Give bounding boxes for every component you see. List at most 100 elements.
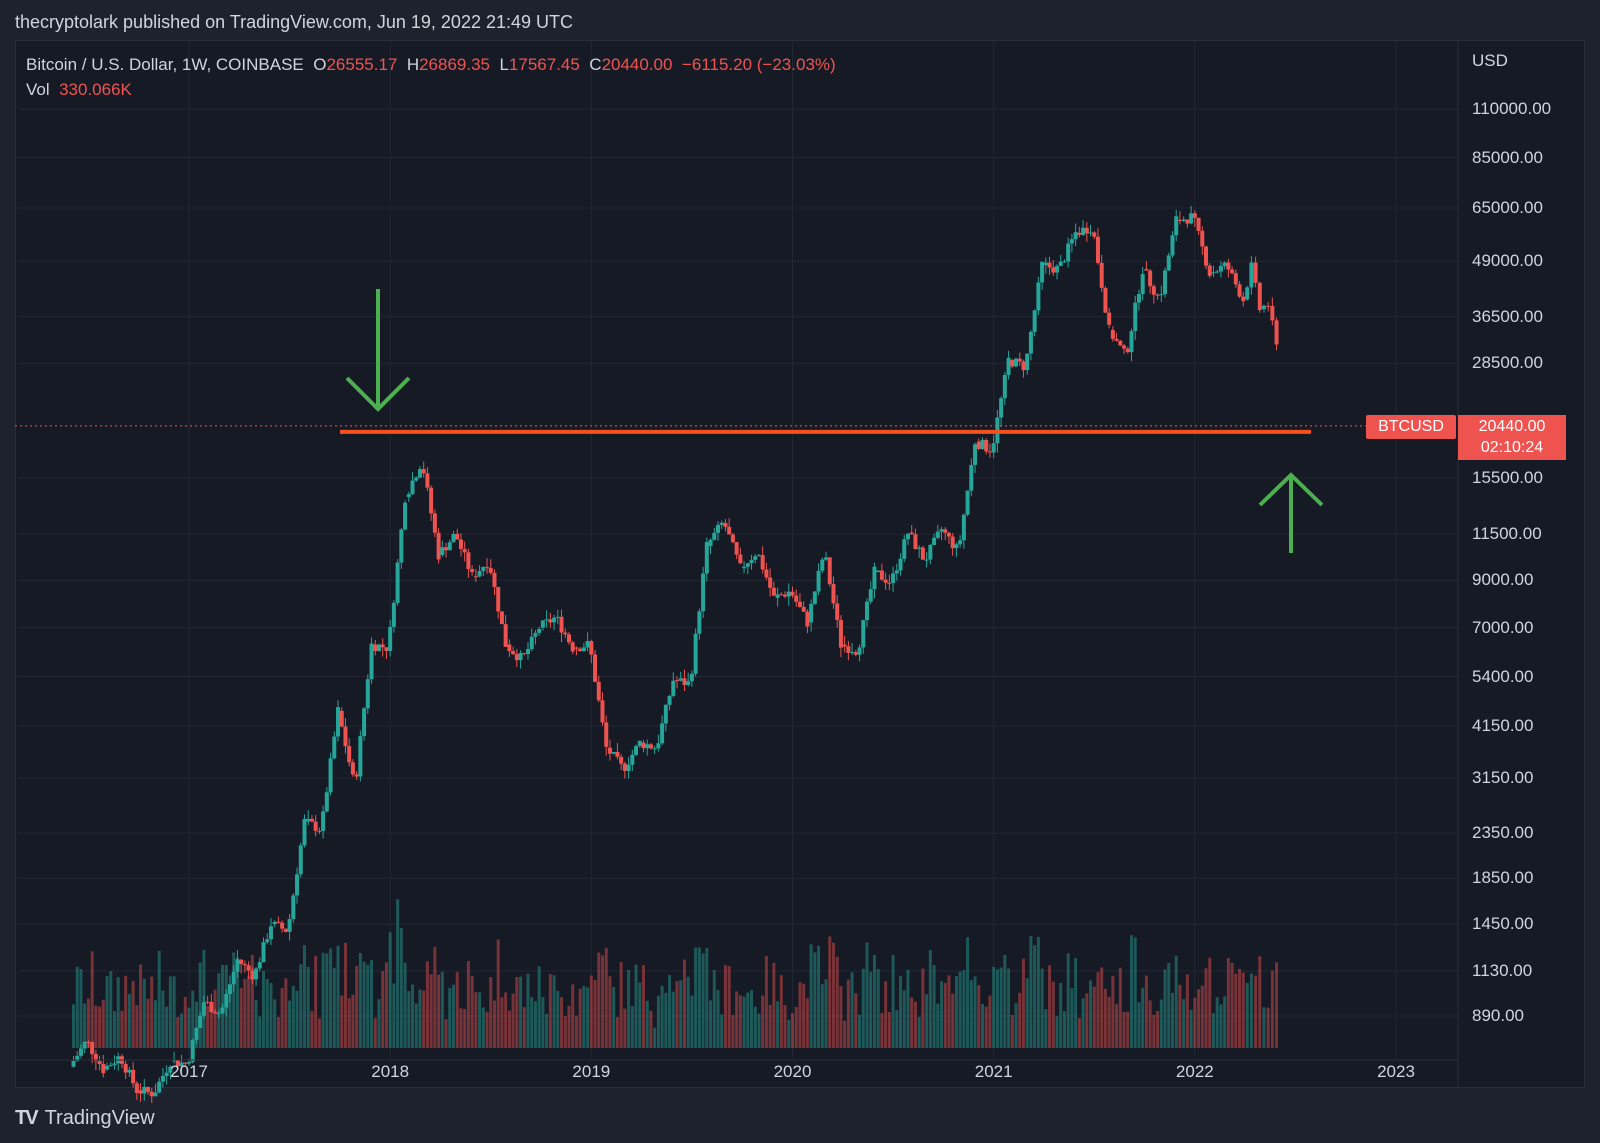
- volume-bar: [1107, 996, 1111, 1048]
- chart-panel[interactable]: [15, 40, 1585, 1088]
- candle-body: [1148, 270, 1153, 287]
- candle-body: [343, 726, 348, 747]
- candle-body: [138, 1090, 143, 1094]
- volume-bar: [280, 987, 284, 1048]
- volume-value: 330.066K: [59, 80, 132, 99]
- volume-bar: [735, 991, 739, 1048]
- volume-bar: [940, 981, 944, 1048]
- volume-bar: [988, 995, 992, 1048]
- volume-bar: [533, 1001, 537, 1048]
- candle-body: [160, 1076, 165, 1082]
- time-axis: 2017 2018 2019 2020 2021 2022 2023: [170, 1062, 1415, 1081]
- volume-bar: [1033, 945, 1037, 1048]
- candle-body: [1196, 217, 1201, 231]
- candle-body: [1159, 294, 1164, 296]
- volume-bar: [656, 995, 660, 1048]
- candle-body: [838, 619, 843, 648]
- volume-bar: [120, 1010, 124, 1048]
- candle-body: [634, 745, 639, 755]
- volume-bar: [664, 992, 668, 1048]
- volume-bar: [712, 969, 716, 1048]
- candle-body: [958, 540, 963, 545]
- candle-body: [1010, 360, 1015, 367]
- volume-bar: [619, 962, 623, 1048]
- candle-body: [850, 652, 855, 654]
- candle-body: [607, 747, 612, 754]
- candle-body: [86, 1041, 91, 1043]
- volume-bar: [1185, 974, 1189, 1048]
- candle-body: [257, 962, 262, 969]
- volume-bar: [1096, 972, 1100, 1048]
- volume-bar: [183, 996, 187, 1048]
- candle-body: [824, 557, 829, 560]
- volume-bar: [694, 947, 698, 1048]
- volume-bar: [1059, 982, 1063, 1048]
- candle-body: [663, 704, 668, 724]
- candle-body: [246, 965, 251, 971]
- candle-body: [857, 647, 862, 655]
- volume-bar: [1159, 999, 1163, 1048]
- volume-bar: [574, 1015, 578, 1048]
- volume-bar: [1204, 968, 1208, 1048]
- volume-bar: [522, 1007, 526, 1048]
- volume-bar: [343, 942, 347, 1048]
- candle-body: [689, 673, 694, 682]
- candle-body: [622, 763, 627, 771]
- volume-bar: [865, 942, 869, 1048]
- footer[interactable]: TV TradingView: [15, 1098, 155, 1138]
- candle-body: [652, 748, 657, 750]
- volume-bar: [321, 952, 325, 1048]
- candle-body: [790, 591, 795, 596]
- publication-header: thecryptolark published on TradingView.c…: [0, 0, 1600, 40]
- volume-bar: [764, 956, 768, 1048]
- volume-bar: [340, 995, 344, 1048]
- volume-bar: [105, 975, 109, 1048]
- price-tick-label: 11500.00: [1472, 524, 1542, 544]
- candle-body: [779, 594, 784, 596]
- candle-body: [1073, 232, 1078, 240]
- volume-bar: [1211, 1013, 1215, 1048]
- candle-body: [1200, 230, 1205, 247]
- candle-body: [559, 616, 564, 633]
- volume-bar: [798, 982, 802, 1048]
- volume-bar: [347, 998, 351, 1048]
- candle-body: [295, 874, 300, 896]
- volume-bar: [489, 977, 493, 1048]
- candle-body: [682, 678, 687, 685]
- volume-bar: [75, 966, 79, 1048]
- volume-bar: [697, 947, 701, 1048]
- volume-bar: [492, 1000, 496, 1048]
- volume-bar: [645, 1000, 649, 1048]
- candle-body: [693, 633, 698, 674]
- time-tick-label: 2017: [170, 1062, 208, 1081]
- candle-body: [112, 1063, 117, 1066]
- volume-bar: [1044, 1009, 1048, 1048]
- candle-body: [563, 632, 568, 635]
- volume-bar: [1010, 1014, 1014, 1048]
- volume-bar: [418, 989, 422, 1048]
- candle-body: [1110, 330, 1115, 339]
- candle-body: [1021, 361, 1026, 371]
- volume-bar: [254, 1000, 258, 1048]
- volume-bar: [191, 990, 195, 1048]
- volume-bar: [373, 1017, 377, 1048]
- volume-bar: [384, 962, 388, 1048]
- volume-bar: [1074, 958, 1078, 1048]
- candle-body: [619, 756, 624, 764]
- price-tick-label: 9000.00: [1472, 570, 1534, 590]
- volume-bar: [168, 976, 172, 1048]
- candle-body: [719, 522, 724, 525]
- volume-bar: [582, 985, 586, 1048]
- price-tick-label: 28500.00: [1472, 353, 1543, 373]
- brand-name[interactable]: TradingView: [44, 1106, 155, 1129]
- time-tick-label: 2018: [371, 1062, 409, 1081]
- candle-body: [783, 594, 788, 597]
- candle-body: [235, 959, 240, 972]
- candle-body: [1040, 261, 1045, 283]
- candle-body: [812, 591, 817, 604]
- volume-bar: [738, 995, 742, 1048]
- candle-body: [350, 762, 355, 775]
- candle-body: [131, 1069, 136, 1084]
- candle-body: [388, 626, 393, 651]
